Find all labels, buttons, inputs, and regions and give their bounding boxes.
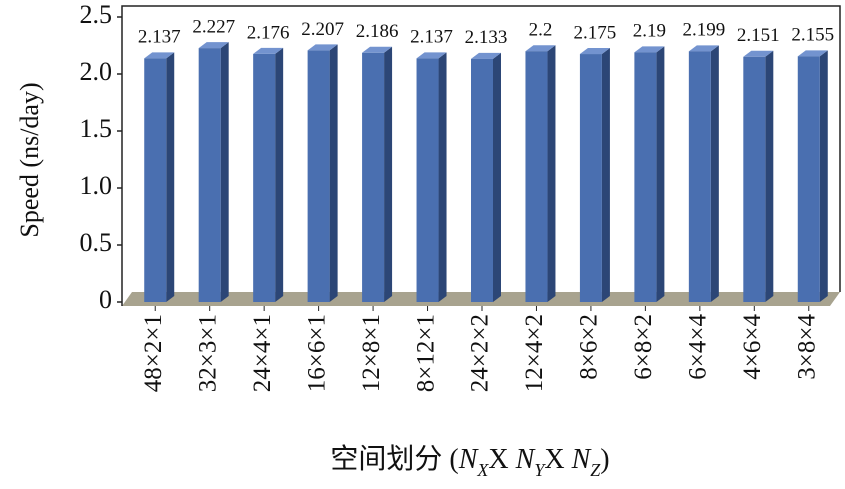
value-label: 2.137 <box>410 27 453 48</box>
bar-top <box>471 52 501 59</box>
bar-top <box>144 52 175 59</box>
bar-side <box>438 52 447 302</box>
bar-front <box>307 50 330 302</box>
bar-top <box>525 45 556 52</box>
bar-side <box>656 46 665 303</box>
bar-front <box>797 56 820 302</box>
bar-top <box>688 45 719 52</box>
bar <box>416 52 447 302</box>
bar-top <box>416 52 447 59</box>
y-tick-label: 2.5 <box>80 0 113 29</box>
x-tick-label: 24×2×2 <box>467 314 494 392</box>
value-label: 2.175 <box>574 22 617 43</box>
bar <box>525 45 556 303</box>
bar <box>253 47 284 302</box>
bar-top <box>362 46 393 53</box>
value-label: 2.227 <box>192 16 235 37</box>
x-label-part: N <box>515 444 536 475</box>
x-label-part: X <box>544 444 571 475</box>
bar-front <box>688 51 711 303</box>
bar-side <box>493 52 501 303</box>
bar-front <box>471 58 493 303</box>
bar-front <box>525 51 548 303</box>
plot-frame <box>121 5 841 306</box>
y-tick-label: 0.5 <box>80 228 113 257</box>
bar-side <box>384 46 393 302</box>
x-tick-label: 12×4×2 <box>521 314 548 392</box>
bar-top <box>198 42 229 49</box>
y-tick-label: 0 <box>99 285 112 314</box>
x-label-part: N <box>571 444 592 475</box>
x-label-part: Y <box>534 460 546 480</box>
bar <box>144 52 175 302</box>
bar-side <box>710 45 719 303</box>
x-tick-label: 3×8×4 <box>794 314 821 380</box>
x-tick-label: 48×2×1 <box>140 314 167 392</box>
bar-top <box>253 47 284 54</box>
value-label: 2.2 <box>529 20 553 41</box>
bar-front <box>362 52 385 302</box>
y-tick-label: 2.0 <box>80 57 113 86</box>
value-label: 2.186 <box>356 21 399 42</box>
x-tick-label: 8×12×1 <box>412 314 439 392</box>
bar-front <box>416 58 439 302</box>
bar <box>307 44 338 302</box>
bar <box>797 50 828 302</box>
bar <box>471 52 501 303</box>
y-axis-label: Speed (ns/day) <box>15 82 44 237</box>
x-tick-label: 8×6×2 <box>576 314 603 380</box>
value-label: 2.207 <box>301 19 344 40</box>
bar-side <box>765 50 774 303</box>
bar-side <box>329 44 338 302</box>
bar-top <box>797 50 828 57</box>
y-tick-label: 1.0 <box>80 171 113 200</box>
bar-top <box>579 48 610 55</box>
y-tick-label: 1.5 <box>80 114 113 143</box>
x-label-part: N <box>458 444 479 475</box>
value-label: 2.199 <box>682 20 725 41</box>
x-tick-label: 12×8×1 <box>358 314 385 392</box>
bar-top <box>307 44 338 51</box>
bar-side <box>166 52 175 302</box>
value-label: 2.137 <box>138 27 181 48</box>
bar <box>688 45 719 303</box>
bar <box>198 42 229 302</box>
value-label: 2.19 <box>633 21 666 42</box>
x-tick-label: 32×3×1 <box>194 314 221 392</box>
bar-front <box>198 48 221 302</box>
bar-side <box>819 50 828 302</box>
bar <box>579 48 610 302</box>
value-label: 2.176 <box>247 22 290 43</box>
x-tick-label: 6×4×4 <box>685 314 712 380</box>
x-label-part: X <box>488 444 515 475</box>
bar-front <box>634 52 657 303</box>
bar-side <box>547 45 556 302</box>
x-axis-label: 空间划分 (NXX NYX NZ) <box>330 443 609 480</box>
value-label: 2.151 <box>737 25 780 46</box>
bar-front <box>743 56 766 303</box>
bar-side <box>275 47 284 302</box>
x-tick-label: 4×6×4 <box>739 314 766 380</box>
value-label: 2.155 <box>791 25 834 46</box>
bar-top <box>634 46 665 53</box>
x-label-part: 空间划分 ( <box>330 443 458 475</box>
bar-front <box>144 58 167 302</box>
x-label-part: ) <box>600 444 609 475</box>
bar-side <box>220 42 229 302</box>
x-tick-label: 6×8×2 <box>630 314 657 380</box>
x-label-part: Z <box>590 460 601 480</box>
bar-top <box>743 50 774 57</box>
x-tick-label: 16×6×1 <box>303 314 330 392</box>
bar-front <box>579 54 602 302</box>
x-tick-label: 24×4×1 <box>249 314 276 392</box>
bar <box>743 50 774 303</box>
x-label-part: X <box>476 460 489 480</box>
bar-front <box>253 53 276 302</box>
bar-side <box>601 48 610 302</box>
value-label: 2.133 <box>465 27 508 48</box>
bar <box>634 46 665 303</box>
bar <box>362 46 393 302</box>
